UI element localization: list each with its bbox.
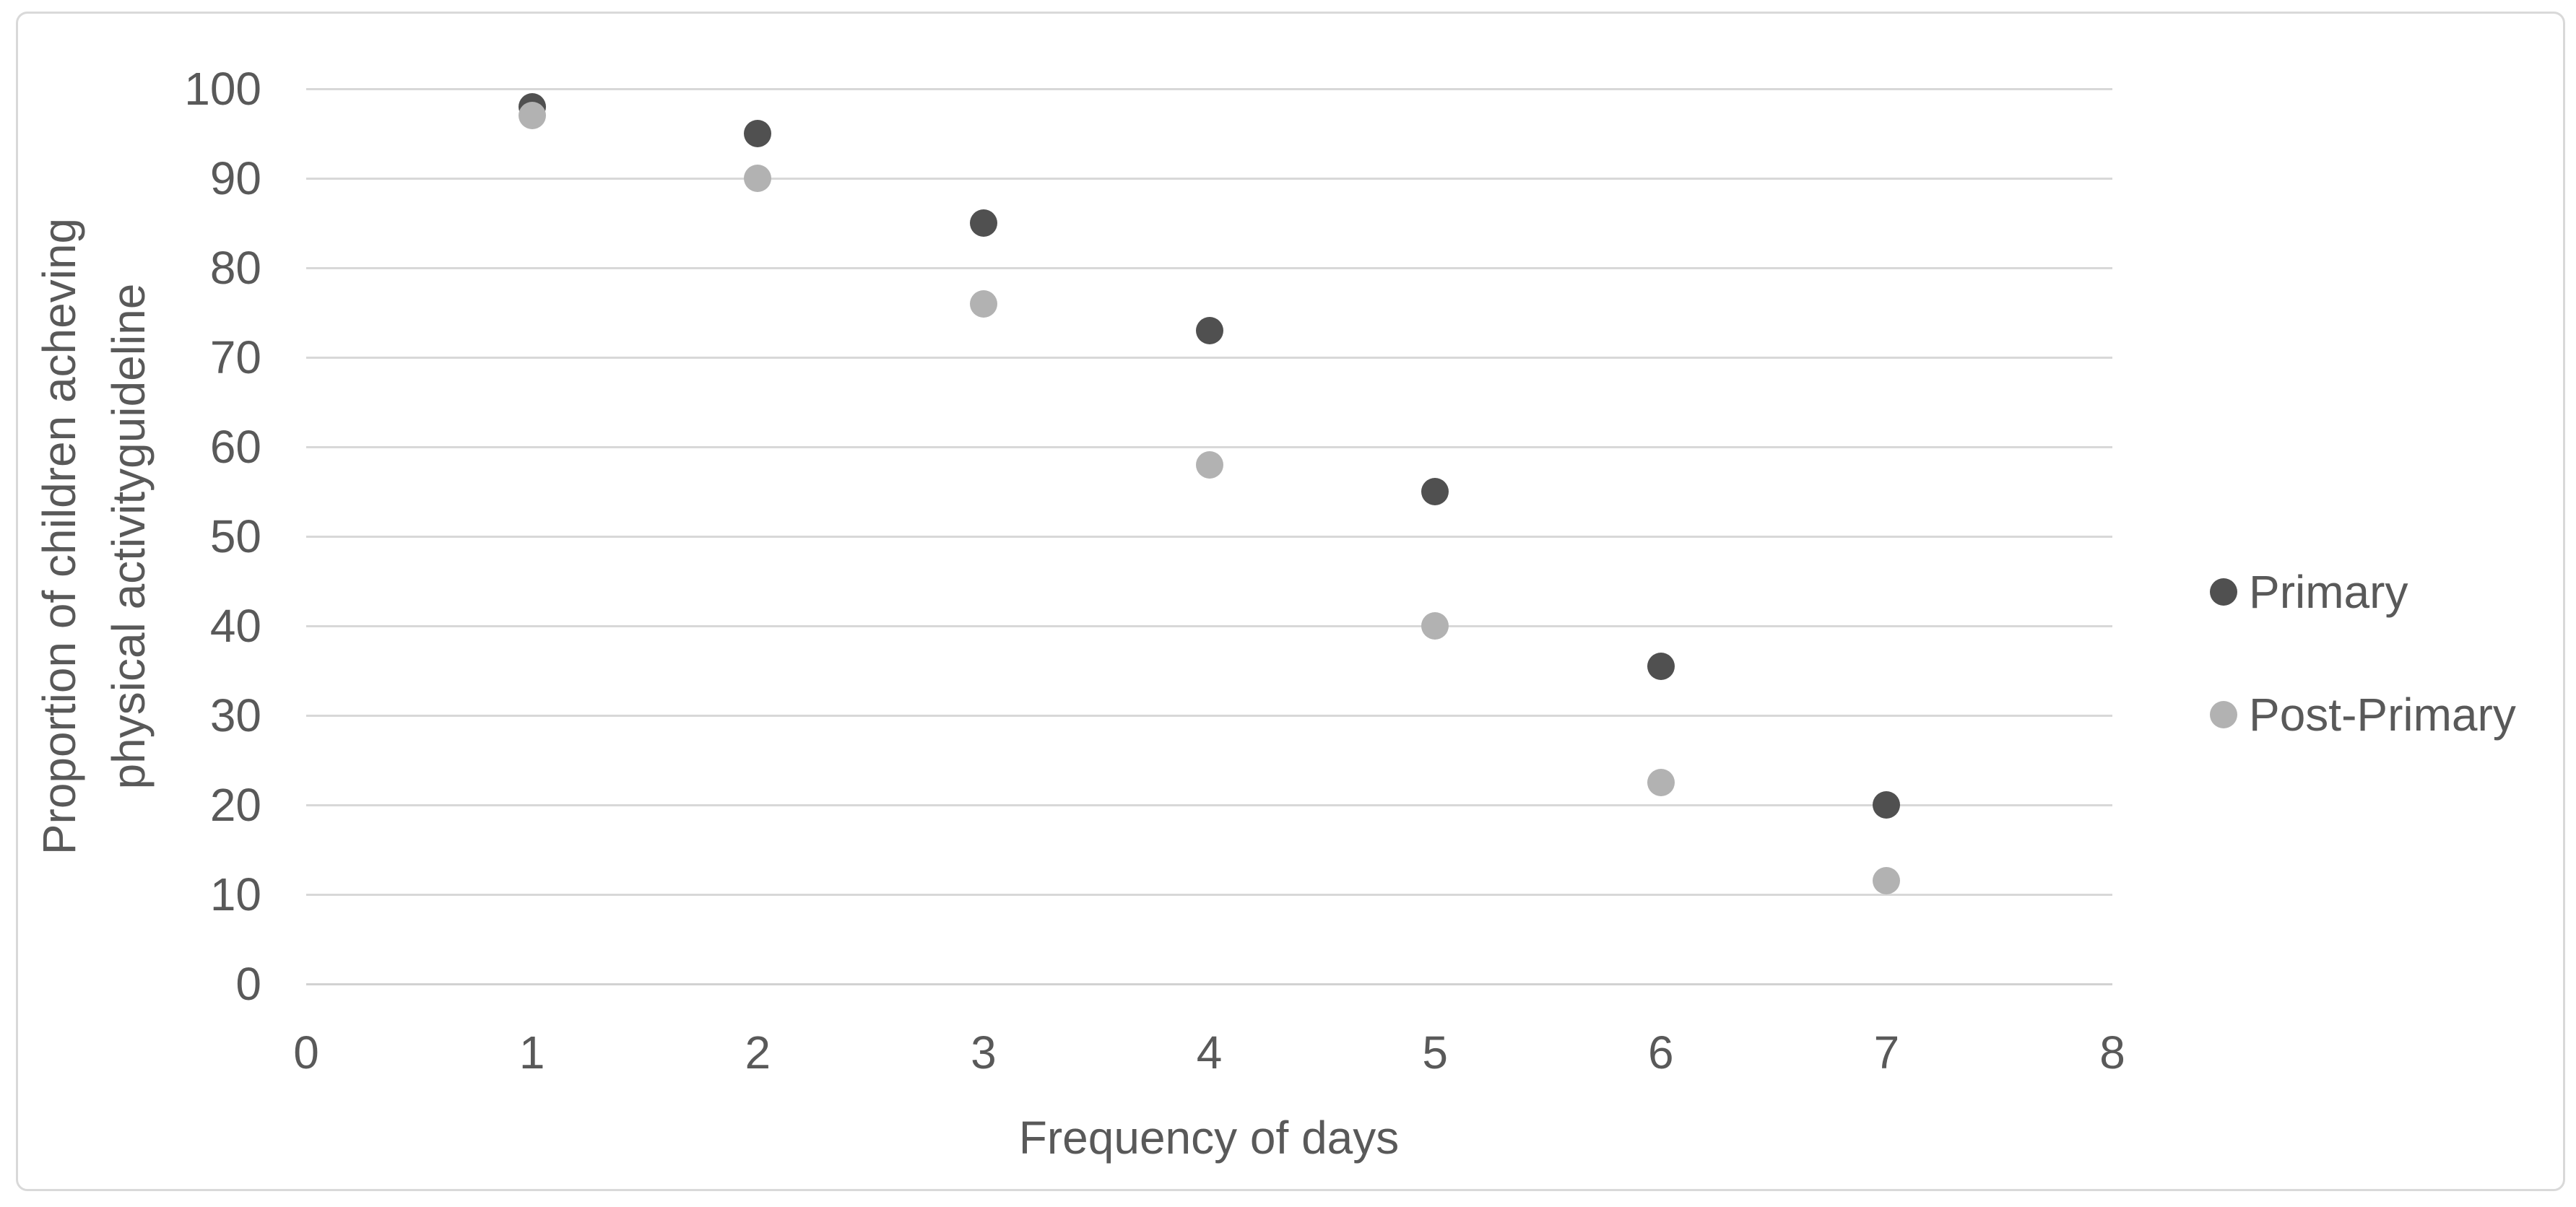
chart-border-frame xyxy=(16,12,2565,1191)
legend: Primary Post-Primary xyxy=(2210,563,2516,809)
y-tick-label: 40 xyxy=(209,600,261,652)
gridline xyxy=(306,356,2112,359)
y-axis-title-line-1: Proportion of children acheving xyxy=(33,217,85,855)
legend-label-primary: Primary xyxy=(2249,566,2408,618)
data-point-post-primary xyxy=(744,165,772,192)
data-point-primary xyxy=(969,209,997,237)
data-point-post-primary xyxy=(1647,769,1675,796)
x-tick-label: 8 xyxy=(2099,1027,2125,1079)
y-tick-label: 20 xyxy=(209,779,261,831)
data-point-primary xyxy=(1873,791,1901,819)
gridline xyxy=(306,445,2112,448)
y-tick-label: 70 xyxy=(209,331,261,383)
data-point-post-primary xyxy=(1873,867,1901,895)
y-tick-label: 30 xyxy=(209,689,261,741)
data-point-primary xyxy=(1421,478,1449,505)
legend-item-primary: Primary xyxy=(2210,563,2516,621)
data-point-primary xyxy=(1195,316,1223,344)
x-tick-label: 2 xyxy=(745,1027,771,1079)
x-tick-label: 6 xyxy=(1647,1027,1674,1079)
x-tick-label: 4 xyxy=(1196,1027,1223,1079)
y-tick-label: 0 xyxy=(235,958,261,1010)
x-axis-line xyxy=(306,982,2112,985)
y-tick-label: 100 xyxy=(184,63,261,115)
y-tick-label: 60 xyxy=(209,421,261,473)
primary-series-marker-icon xyxy=(2210,578,2237,606)
gridline xyxy=(306,266,2112,269)
x-tick-label: 5 xyxy=(1422,1027,1448,1079)
data-point-post-primary xyxy=(518,102,546,130)
data-point-post-primary xyxy=(1195,450,1223,479)
x-tick-label: 1 xyxy=(519,1027,545,1079)
x-axis-title: Frequency of days xyxy=(1018,1112,1400,1164)
gridline xyxy=(306,893,2112,896)
data-point-post-primary xyxy=(1421,612,1449,640)
x-tick-label: 7 xyxy=(1873,1027,1900,1079)
gridline xyxy=(306,177,2112,180)
legend-item-post-primary: Post-Primary xyxy=(2210,686,2516,744)
data-point-primary xyxy=(744,120,772,147)
y-tick-label: 90 xyxy=(209,152,261,204)
data-point-primary xyxy=(1647,652,1675,680)
legend-label-post-primary: Post-Primary xyxy=(2249,689,2516,741)
y-tick-label: 50 xyxy=(209,510,261,562)
gridline xyxy=(306,535,2112,538)
gridline xyxy=(306,87,2112,90)
y-tick-label: 80 xyxy=(209,242,261,294)
data-point-post-primary xyxy=(969,289,997,318)
x-tick-label: 0 xyxy=(293,1027,319,1079)
y-tick-label: 10 xyxy=(209,868,261,920)
post-primary-series-marker-icon xyxy=(2210,701,2237,728)
gridline xyxy=(306,803,2112,806)
x-tick-label: 3 xyxy=(971,1027,997,1079)
gridline xyxy=(306,714,2112,717)
gridline xyxy=(306,624,2112,627)
